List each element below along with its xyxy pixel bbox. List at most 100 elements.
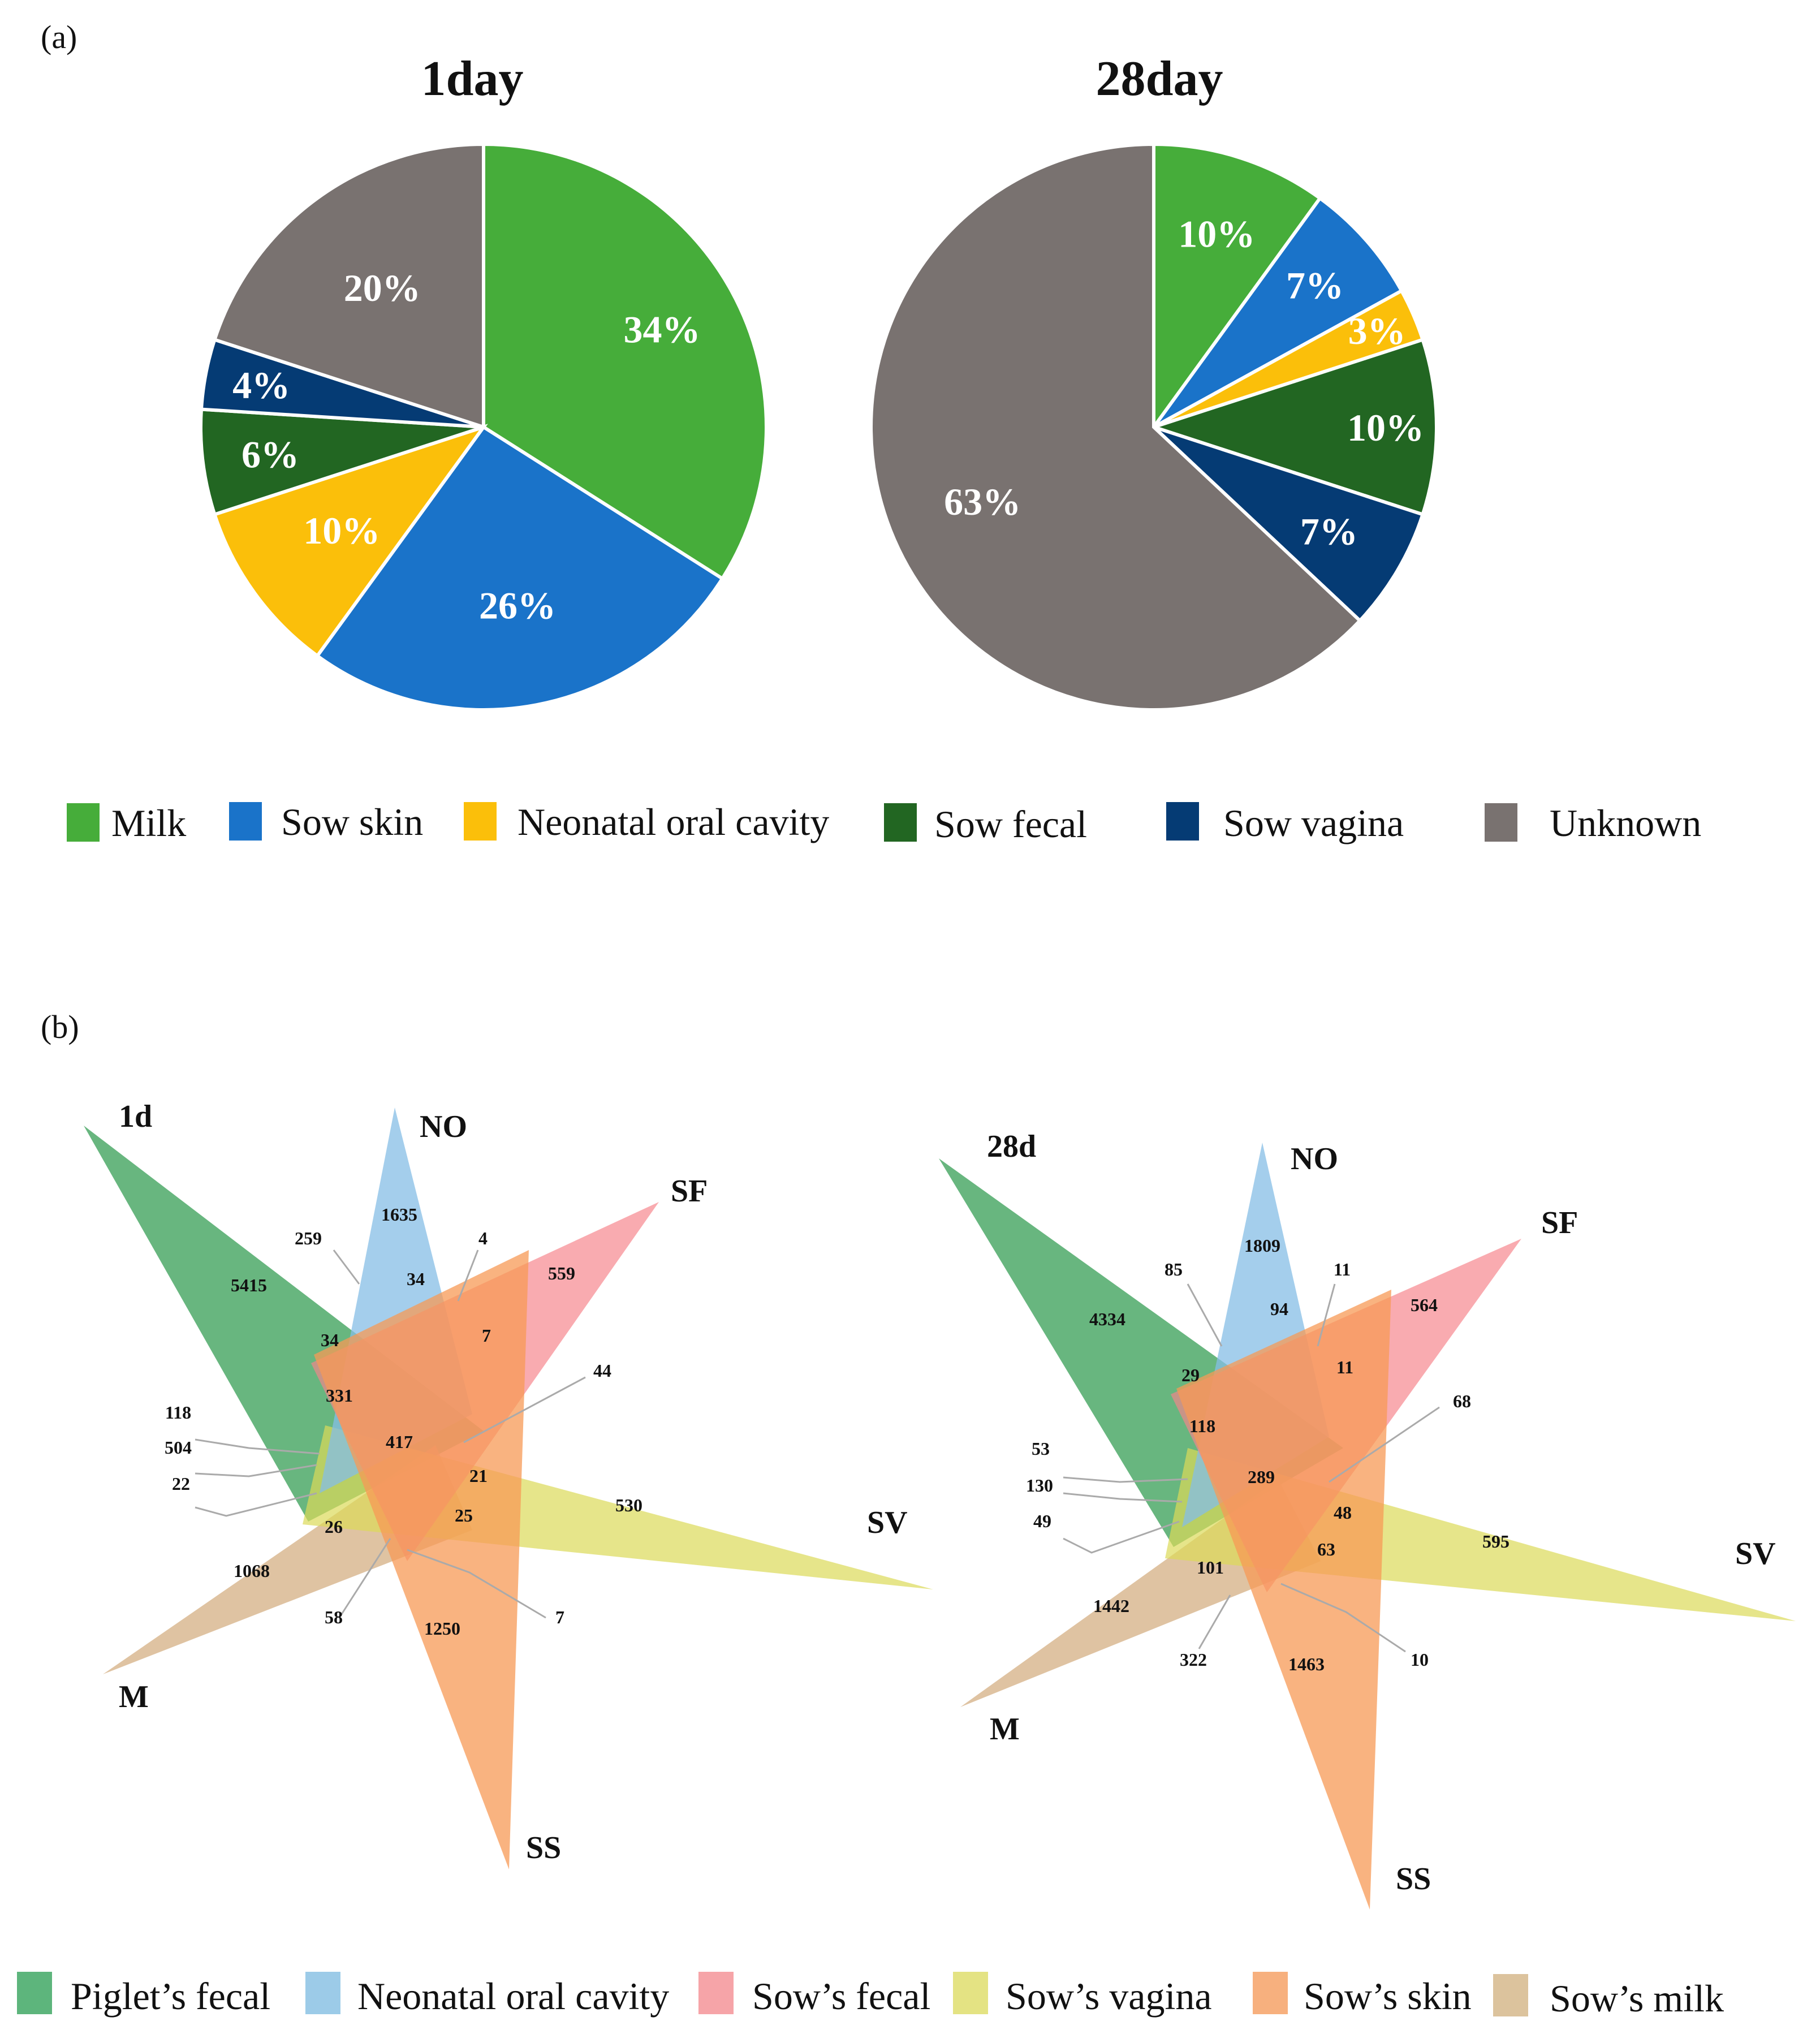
- pie-value-label: 7%: [1286, 264, 1344, 307]
- legend-a-label-sow-fecal: Sow fecal: [934, 803, 1087, 846]
- venn-1d-count: 1068: [234, 1561, 270, 1581]
- venn-1d-label-m: M: [119, 1679, 149, 1714]
- venn-1d-label-sf: SF: [671, 1174, 708, 1209]
- venn-28d-label-m: M: [990, 1712, 1020, 1747]
- legend-b-swatch-neonatal-oral: [305, 1972, 340, 2014]
- panel-b-label: (b): [41, 1009, 79, 1045]
- pie-slice-sow-fecal: [1148, 337, 1438, 517]
- pie-value-label: 4%: [232, 364, 290, 407]
- venn-28d: 28d NO SF SV SS M 4334 1809 564 595 1463…: [939, 1129, 1796, 1910]
- venn-28d-count: 1809: [1244, 1235, 1280, 1256]
- venn-1d-count: 417: [386, 1432, 413, 1452]
- venn-1d-count: 118: [165, 1402, 191, 1423]
- pie-value-label: 34%: [623, 308, 700, 351]
- pie-chart-1day: 34% 26% 10%6% 4% 20%: [199, 142, 768, 712]
- pie-2-title: 28day: [1096, 51, 1223, 106]
- venn-28d-count: 101: [1197, 1557, 1224, 1578]
- venn-28d-count: 68: [1453, 1391, 1471, 1411]
- venn-28d-count: 53: [1032, 1438, 1050, 1459]
- venn-1d-leader-lines: [195, 1249, 586, 1619]
- venn-1d-count: 26: [325, 1516, 343, 1537]
- venn-28d-count: 322: [1180, 1649, 1207, 1670]
- legend-a-swatch-neonatal-oral: [464, 802, 497, 841]
- pie-value-label: 10%: [1178, 213, 1255, 256]
- pie-value-label: 26%: [479, 584, 556, 627]
- venn-28d-count: 564: [1411, 1295, 1438, 1315]
- venn-1d-count: 259: [295, 1228, 322, 1248]
- pie-slice-sow-skin: [314, 424, 725, 712]
- venn-28d-count: 11: [1334, 1259, 1351, 1279]
- venn-1d-sow-skin: [314, 1250, 529, 1869]
- pie-slice-sow-skin: [1152, 196, 1404, 429]
- venn-28d-count: 1442: [1093, 1596, 1129, 1616]
- venn-1d-count: 7: [482, 1325, 491, 1346]
- pie-value-label: 3%: [1348, 309, 1406, 352]
- pie-slice-sow-vagina: [1152, 425, 1425, 623]
- pie-chart-28day: 10%7%3%10%7%63%: [869, 142, 1438, 712]
- legend-a-swatch-sow-fecal: [884, 803, 917, 842]
- pie-value-label: 10%: [1347, 406, 1424, 449]
- pie-value-label: 63%: [944, 480, 1021, 523]
- venn-28d-count: 85: [1165, 1259, 1183, 1279]
- venn-28d-leader-lines: [1063, 1283, 1440, 1653]
- venn-28d-count: 49: [1033, 1511, 1051, 1531]
- legend-a-label-unknown: Unknown: [1550, 801, 1701, 844]
- venn-28d-count: 130: [1026, 1475, 1053, 1496]
- venn-1d-count: 559: [548, 1263, 575, 1283]
- venn-1d-count: 530: [615, 1495, 642, 1515]
- venn-1d-count: 22: [172, 1473, 190, 1494]
- venn-1d-count: 5415: [231, 1275, 267, 1295]
- venn-1d: 1d NO SF SV SS M 5415 1635 559 530 1250 …: [84, 1099, 933, 1869]
- legend-a-label-sow-vagina: Sow vagina: [1223, 801, 1404, 844]
- pie-value-label: 7%: [1300, 510, 1358, 553]
- venn-28d-count: 118: [1189, 1416, 1215, 1436]
- legend-b-swatch-piglet-fecal: [17, 1972, 52, 2014]
- pie-value-label: 20%: [344, 266, 421, 309]
- legend-b-label-neonatal-oral: Neonatal oral cavity: [357, 1975, 669, 2018]
- pie-slice-unknown: [212, 142, 485, 430]
- legend-b-swatch-sow-vagina: [953, 1972, 988, 2014]
- legend-b-label-sow-skin: Sow’s skin: [1304, 1975, 1472, 2018]
- venn-1d-count: 4: [478, 1228, 488, 1248]
- pie-slice-unknown: [869, 142, 1362, 712]
- legend-b: Piglet’s fecal Neonatal oral cavity Sow’…: [17, 1972, 1724, 2020]
- venn-28d-count: 10: [1411, 1649, 1429, 1670]
- venn-28d-count: 595: [1482, 1531, 1510, 1552]
- legend-b-label-sow-vagina: Sow’s vagina: [1006, 1975, 1212, 2018]
- legend-a-swatch-sow-skin: [229, 802, 262, 841]
- venn-1d-count: 1635: [381, 1204, 417, 1225]
- venn-1d-count: 21: [469, 1466, 488, 1486]
- venn-1d-label-ss: SS: [526, 1830, 561, 1865]
- venn-28d-label-ss: SS: [1396, 1861, 1431, 1897]
- venn-28d-label-no: NO: [1291, 1141, 1338, 1177]
- venn-1d-label-sv: SV: [867, 1505, 908, 1540]
- venn-1d-count: 25: [455, 1505, 473, 1526]
- venn-1d-title: 1d: [119, 1099, 152, 1134]
- venn-28d-count: 1463: [1288, 1654, 1325, 1674]
- venn-28d-label-sv: SV: [1735, 1536, 1776, 1571]
- venn-28d-count: 29: [1181, 1365, 1200, 1385]
- venn-28d-count: 94: [1270, 1299, 1288, 1319]
- pie-1-title: 1day: [421, 51, 524, 106]
- legend-b-swatch-sow-skin: [1253, 1972, 1288, 2014]
- venn-28d-count: 63: [1317, 1539, 1335, 1559]
- venn-1d-count: 34: [321, 1330, 339, 1350]
- venn-1d-count: 331: [326, 1385, 353, 1406]
- venn-28d-title: 28d: [987, 1129, 1036, 1164]
- venn-1d-count: 1250: [424, 1618, 460, 1639]
- venn-1d-count: 504: [165, 1437, 192, 1458]
- legend-b-swatch-sow-fecal: [698, 1972, 734, 2014]
- legend-a-label-neonatal-oral: Neonatal oral cavity: [517, 800, 829, 843]
- pie-value-label: 6%: [241, 433, 299, 476]
- venn-1d-label-no: NO: [420, 1109, 467, 1144]
- legend-a-swatch-sow-vagina: [1166, 802, 1199, 841]
- venn-1d-count: 7: [555, 1607, 564, 1627]
- legend-b-label-piglet-fecal: Piglet’s fecal: [71, 1975, 270, 2018]
- venn-28d-label-sf: SF: [1541, 1205, 1578, 1240]
- venn-28d-count: 11: [1336, 1357, 1353, 1377]
- venn-1d-count: 58: [325, 1607, 343, 1627]
- venn-28d-count: 4334: [1089, 1309, 1125, 1329]
- legend-a-swatch-milk: [67, 803, 100, 842]
- legend-b-label-sow-milk: Sow’s milk: [1550, 1977, 1724, 2020]
